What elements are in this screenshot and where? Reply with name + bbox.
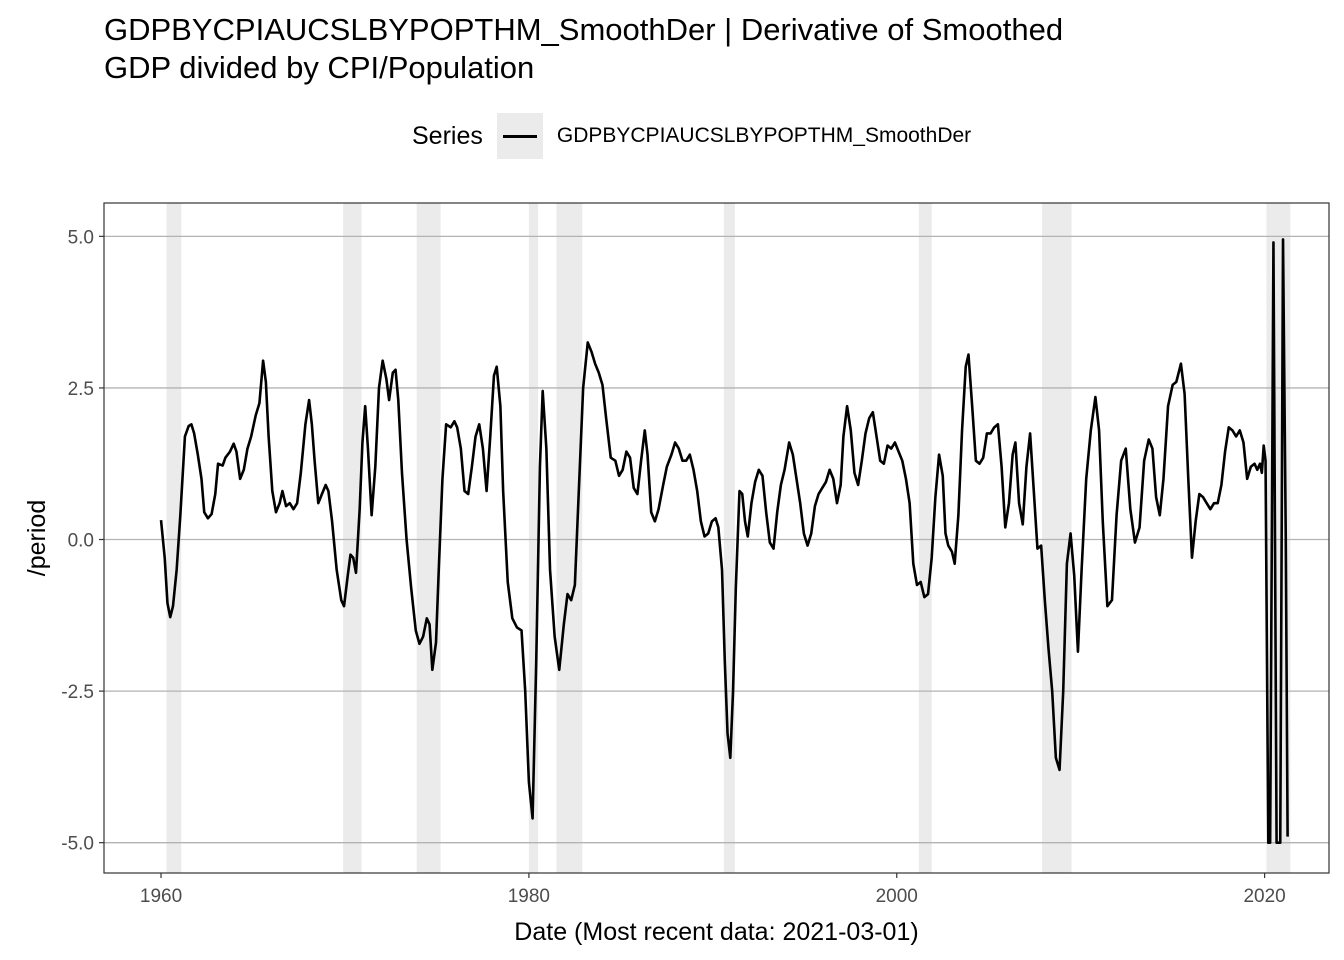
recession-band-2	[416, 203, 441, 873]
y-tick-label: 2.5	[68, 379, 94, 400]
gridlines	[104, 235, 1329, 844]
series-layer	[159, 238, 1289, 844]
legend-key-line-icon	[496, 113, 543, 159]
x-axis: 1960 1980 2000 2020	[140, 873, 1286, 907]
legend-label: GDPBYCPIAUCSLBYPOPTHM_SmoothDer	[556, 124, 972, 147]
x-tick-label: 1980	[508, 886, 550, 907]
recession-band-8	[1266, 203, 1271, 873]
chart-title-line-2: GDP divided by CPI/Population	[104, 50, 535, 85]
y-axis: 5.0 2.5 0.0 -2.5 -5.0	[61, 227, 104, 855]
y-tick-label: 5.0	[68, 227, 94, 248]
series-line-0	[159, 238, 1289, 844]
x-tick-label: 2000	[876, 886, 918, 907]
recession-band-7	[1042, 203, 1072, 873]
chart-title-line-1: GDPBYCPIAUCSLBYPOPTHM_SmoothDer | Deriva…	[104, 12, 1064, 47]
x-tick-label: 2020	[1243, 886, 1285, 907]
x-tick-label: 1960	[140, 886, 182, 907]
y-axis-title: /period	[23, 500, 51, 576]
recession-band-4	[556, 203, 583, 873]
y-tick-label: -2.5	[61, 682, 94, 703]
legend-title: Series	[412, 121, 483, 150]
recession-bands	[166, 203, 1291, 873]
recession-band-1	[343, 203, 362, 873]
panel-border	[103, 202, 1330, 874]
recession-band-6	[918, 203, 932, 873]
x-axis-title: Date (Most recent data: 2021-03-01)	[514, 918, 918, 946]
legend: Series GDPBYCPIAUCSLBYPOPTHM_SmoothDer	[412, 112, 971, 160]
recession-band-5	[723, 203, 735, 873]
y-tick-label: 0.0	[68, 531, 94, 552]
y-tick-label: -5.0	[61, 834, 94, 855]
recession-band-3	[528, 203, 539, 873]
recession-band-0	[166, 203, 182, 873]
